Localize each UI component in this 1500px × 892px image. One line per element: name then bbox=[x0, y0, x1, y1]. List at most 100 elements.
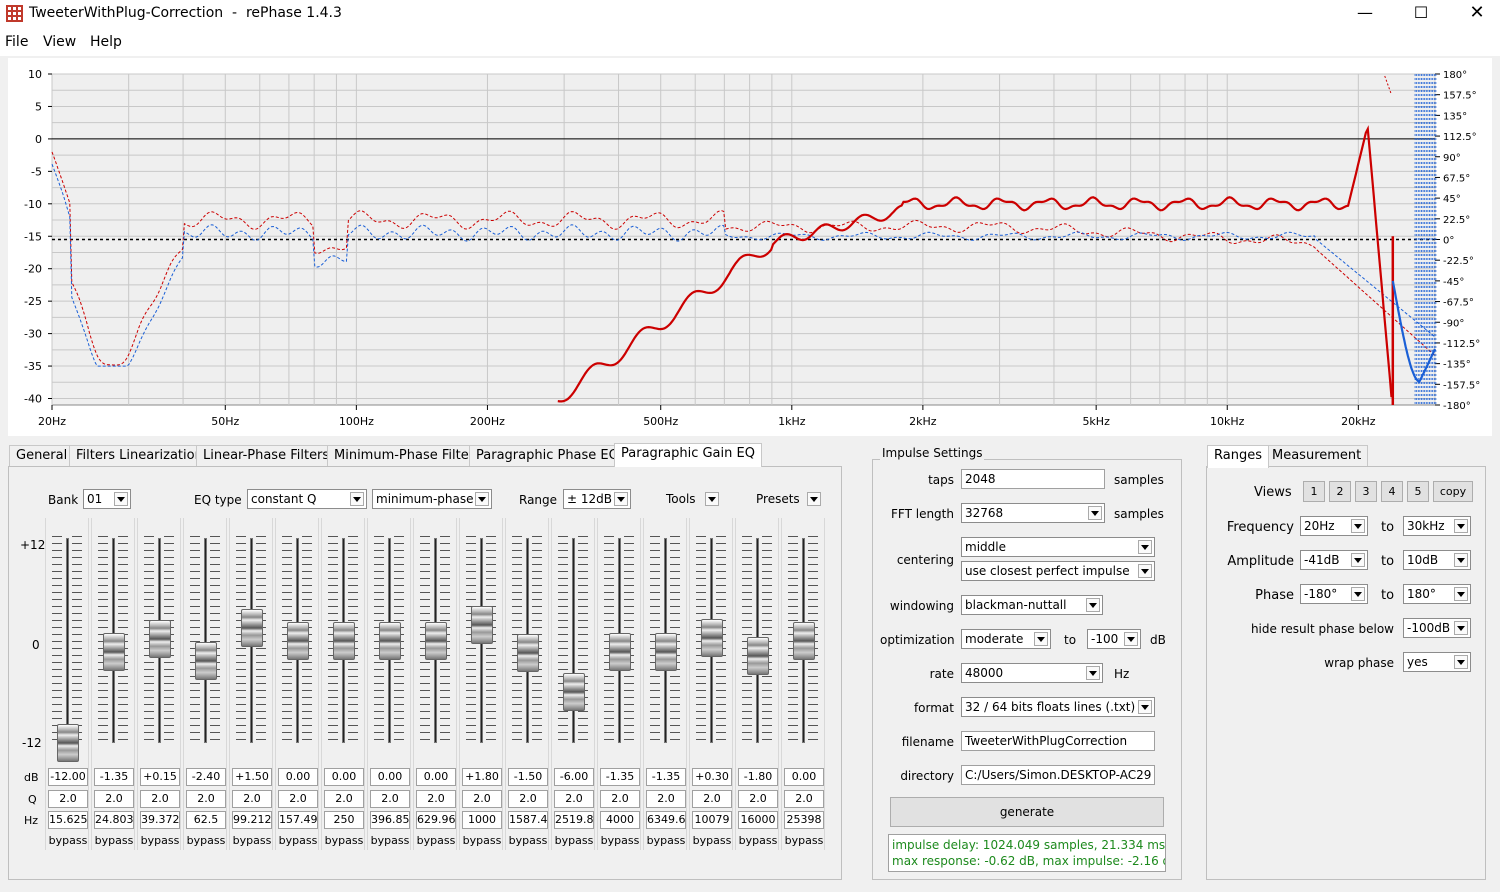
band-gain-field[interactable]: -1.50 bbox=[508, 768, 548, 786]
view-4-button[interactable]: 4 bbox=[1381, 481, 1403, 502]
windowing-select[interactable]: blackman-nuttall bbox=[961, 595, 1103, 615]
band-q-field[interactable]: 2.0 bbox=[692, 790, 732, 808]
tab-paragraphic-gain-eq[interactable]: Paragraphic Gain EQ bbox=[614, 443, 762, 467]
phase-from-select[interactable]: -180° bbox=[1300, 584, 1368, 604]
band-bypass-toggle[interactable]: bypass bbox=[140, 834, 180, 847]
wrap-phase-select[interactable]: yes bbox=[1403, 652, 1471, 672]
band-bypass-toggle[interactable]: bypass bbox=[232, 834, 272, 847]
tools-menu[interactable]: Tools bbox=[660, 489, 722, 509]
band-frequency-field[interactable]: 15.625 bbox=[48, 811, 88, 829]
band-frequency-field[interactable]: 629.96 bbox=[416, 811, 456, 829]
fader-knob[interactable] bbox=[701, 618, 723, 657]
band-frequency-field[interactable]: 10079 bbox=[692, 811, 732, 829]
amplitude-from-select[interactable]: -41dB bbox=[1300, 550, 1368, 570]
band-q-field[interactable]: 2.0 bbox=[738, 790, 778, 808]
tab-filters-linearization[interactable]: Filters Linearization bbox=[69, 445, 210, 467]
frequency-from-select[interactable]: 20Hz bbox=[1300, 516, 1368, 536]
band-frequency-field[interactable]: 396.85 bbox=[370, 811, 410, 829]
tab-general[interactable]: General bbox=[9, 445, 75, 467]
optimization-db-select[interactable]: -100 bbox=[1087, 629, 1141, 649]
range-select[interactable]: ± 12dB bbox=[563, 489, 631, 509]
minimize-button[interactable]: — bbox=[1337, 0, 1393, 28]
band-frequency-field[interactable]: 24.803 bbox=[94, 811, 134, 829]
band-bypass-toggle[interactable]: bypass bbox=[738, 834, 778, 847]
band-q-field[interactable]: 2.0 bbox=[370, 790, 410, 808]
tab-paragraphic-phase-eq[interactable]: Paragraphic Phase EQ bbox=[469, 445, 626, 467]
band-bypass-toggle[interactable]: bypass bbox=[416, 834, 456, 847]
band-q-field[interactable]: 2.0 bbox=[140, 790, 180, 808]
band-frequency-field[interactable]: 6349.6 bbox=[646, 811, 686, 829]
band-bypass-toggle[interactable]: bypass bbox=[324, 834, 364, 847]
band-bypass-toggle[interactable]: bypass bbox=[94, 834, 134, 847]
generate-button[interactable]: generate bbox=[890, 797, 1164, 827]
copy-view-button[interactable]: copy bbox=[1433, 481, 1473, 502]
view-1-button[interactable]: 1 bbox=[1303, 481, 1325, 502]
fader-knob[interactable] bbox=[195, 642, 217, 680]
tab-ranges[interactable]: Ranges bbox=[1207, 445, 1269, 468]
fader-knob[interactable] bbox=[425, 621, 447, 660]
band-bypass-toggle[interactable]: bypass bbox=[600, 834, 640, 847]
fader-track[interactable] bbox=[204, 538, 207, 743]
fader-knob[interactable] bbox=[103, 633, 125, 671]
view-5-button[interactable]: 5 bbox=[1407, 481, 1429, 502]
band-frequency-field[interactable]: 2519.8 bbox=[554, 811, 594, 829]
band-gain-field[interactable]: 0.00 bbox=[370, 768, 410, 786]
hide-phase-select[interactable]: -100dB bbox=[1403, 618, 1471, 638]
response-graph[interactable]: 10 5 0 -5 -10 -15 -20 -25 -30 -35 -40 180° 157.5° 13… bbox=[8, 58, 1492, 436]
band-q-field[interactable]: 2.0 bbox=[462, 790, 502, 808]
band-gain-field[interactable]: -12.00 bbox=[48, 768, 88, 786]
fader-knob[interactable] bbox=[517, 634, 539, 673]
fader-knob[interactable] bbox=[149, 620, 171, 659]
band-gain-field[interactable]: 0.00 bbox=[278, 768, 318, 786]
band-q-field[interactable]: 2.0 bbox=[94, 790, 134, 808]
band-bypass-toggle[interactable]: bypass bbox=[462, 834, 502, 847]
band-q-field[interactable]: 2.0 bbox=[232, 790, 272, 808]
band-frequency-field[interactable]: 157.49 bbox=[278, 811, 318, 829]
band-gain-field[interactable]: -2.40 bbox=[186, 768, 226, 786]
fader-knob[interactable] bbox=[609, 633, 631, 671]
format-select[interactable]: 32 / 64 bits floats lines (.txt) bbox=[961, 697, 1155, 717]
band-gain-field[interactable]: -1.35 bbox=[600, 768, 640, 786]
band-gain-field[interactable]: +0.30 bbox=[692, 768, 732, 786]
optimization-select[interactable]: moderate bbox=[961, 629, 1051, 649]
band-gain-field[interactable]: -6.00 bbox=[554, 768, 594, 786]
band-q-field[interactable]: 2.0 bbox=[784, 790, 824, 808]
band-frequency-field[interactable]: 39.372 bbox=[140, 811, 180, 829]
band-frequency-field[interactable]: 25398 bbox=[784, 811, 824, 829]
fader-knob[interactable] bbox=[333, 621, 355, 660]
band-frequency-field[interactable]: 1000 bbox=[462, 811, 502, 829]
band-gain-field[interactable]: +1.50 bbox=[232, 768, 272, 786]
band-q-field[interactable]: 2.0 bbox=[324, 790, 364, 808]
frequency-to-select[interactable]: 30kHz bbox=[1403, 516, 1471, 536]
presets-menu[interactable]: Presets bbox=[750, 489, 824, 509]
view-3-button[interactable]: 3 bbox=[1355, 481, 1377, 502]
phase-to-select[interactable]: 180° bbox=[1403, 584, 1471, 604]
fader-track[interactable] bbox=[66, 538, 69, 743]
fader-knob[interactable] bbox=[747, 636, 769, 675]
band-q-field[interactable]: 2.0 bbox=[278, 790, 318, 808]
maximize-button[interactable]: ☐ bbox=[1393, 0, 1449, 28]
band-frequency-field[interactable]: 99.212 bbox=[232, 811, 272, 829]
fader-knob[interactable] bbox=[57, 724, 79, 762]
phase-mode-select[interactable]: minimum-phase bbox=[372, 489, 492, 509]
rate-select[interactable]: 48000 bbox=[961, 663, 1103, 683]
fader-knob[interactable] bbox=[793, 621, 815, 660]
band-gain-field[interactable]: -1.80 bbox=[738, 768, 778, 786]
band-bypass-toggle[interactable]: bypass bbox=[784, 834, 824, 847]
tab-minimum-phase-filters[interactable]: Minimum-Phase Filters bbox=[327, 445, 488, 467]
centering-select[interactable]: middle bbox=[961, 537, 1155, 557]
band-bypass-toggle[interactable]: bypass bbox=[508, 834, 548, 847]
tab-linear-phase-filters[interactable]: Linear-Phase Filters bbox=[196, 445, 337, 467]
band-gain-field[interactable]: -1.35 bbox=[94, 768, 134, 786]
band-bypass-toggle[interactable]: bypass bbox=[692, 834, 732, 847]
band-q-field[interactable]: 2.0 bbox=[554, 790, 594, 808]
band-frequency-field[interactable]: 4000 bbox=[600, 811, 640, 829]
filename-field[interactable]: TweeterWithPlugCorrection bbox=[961, 731, 1155, 751]
band-q-field[interactable]: 2.0 bbox=[600, 790, 640, 808]
band-gain-field[interactable]: -1.35 bbox=[646, 768, 686, 786]
band-frequency-field[interactable]: 250 bbox=[324, 811, 364, 829]
band-gain-field[interactable]: 0.00 bbox=[784, 768, 824, 786]
band-frequency-field[interactable]: 16000 bbox=[738, 811, 778, 829]
band-frequency-field[interactable]: 1587.4 bbox=[508, 811, 548, 829]
band-bypass-toggle[interactable]: bypass bbox=[48, 834, 88, 847]
